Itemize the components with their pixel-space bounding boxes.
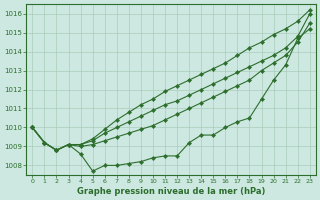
X-axis label: Graphe pression niveau de la mer (hPa): Graphe pression niveau de la mer (hPa) [77, 187, 265, 196]
